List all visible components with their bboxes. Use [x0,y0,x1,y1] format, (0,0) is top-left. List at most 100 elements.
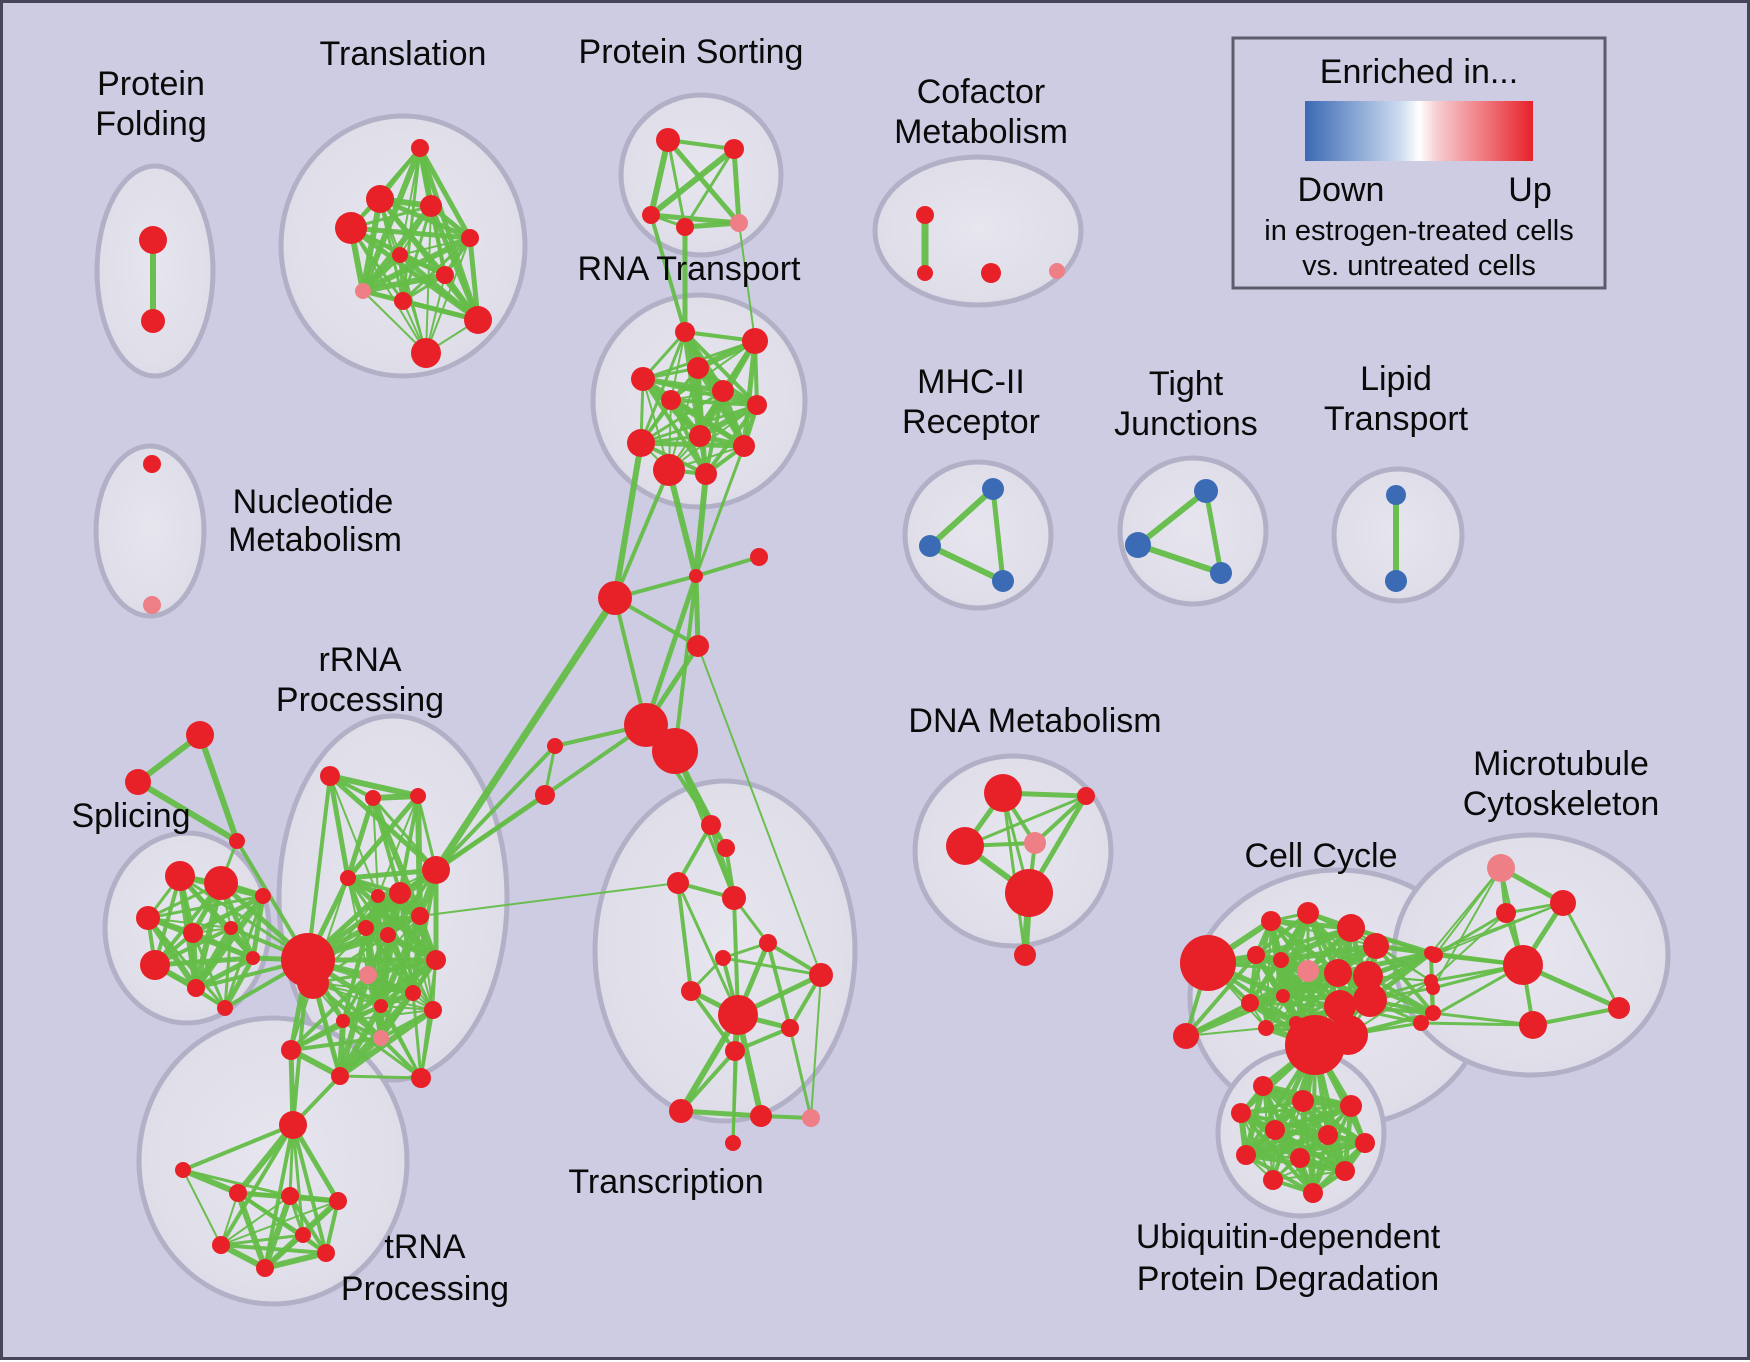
splicing-edge [222,955,256,1011]
transcription-edge [721,956,823,977]
ubiquitin-degradation-node [1292,1090,1314,1112]
trna-processing-node [256,1259,274,1277]
cell-cycle-node [1324,959,1352,987]
tight-junctions-bubble [1117,455,1269,607]
rrna-processing-node [358,920,374,936]
inter-cluster-edge [1430,902,1564,954]
protein-sorting-node [724,139,744,159]
protein-folding-label: Folding [95,105,207,143]
translation-node [420,195,442,217]
trna-processing-node [229,1184,247,1202]
translation-edge [348,225,473,241]
translation-edge [350,227,427,354]
cell-cycle-node [1297,902,1319,924]
rrna-processing-edge [327,773,421,799]
trna-processing-node [317,1244,335,1262]
splicing-node [187,979,205,997]
transcription-edge [676,881,740,1017]
rna-transport-edge [639,403,759,445]
legend-gradient-bar [1305,101,1533,161]
dna-metabolism-node [946,827,984,865]
inter-cluster-edge [1430,912,1507,982]
translation-bubble [278,113,528,379]
mhc-ii-receptor-edge [927,543,1006,584]
ubiquitin-degradation-node [1355,1133,1375,1153]
rrna-processing-node [374,999,388,1013]
ubiquitin-degradation-label: Ubiquitin-dependent [1136,1218,1441,1256]
transcription-node [750,1105,772,1127]
ubiquitin-degradation-node [1335,1161,1355,1181]
microtubule-cytoskeleton-label: Cytoskeleton [1463,785,1660,823]
rna-transport-node [747,395,767,415]
transcription-edge [810,974,822,1119]
inter-cluster-edge [1431,1011,1535,1027]
inter-cluster-edge [1430,867,1502,954]
ubiquitin-degradation-edge [1272,1170,1346,1181]
splicing-node [255,888,271,904]
inter-cluster-edge [643,573,699,728]
cofactor-metabolism-label: Metabolism [894,113,1068,151]
rrna-processing-edge [337,1018,346,1079]
mhc-ii-receptor-label: MHC-II [917,363,1025,401]
trna-processing-edge [290,1122,341,1204]
transcription-edge [676,881,693,993]
splicing-edge [193,955,256,991]
legend-subtitle-line2: vs. untreated cells [1302,250,1536,282]
legend-up-label: Up [1508,171,1551,209]
rna-transport-node [742,328,768,354]
tight-junctions-label: Tight [1149,365,1224,403]
transcription-node [701,815,721,835]
microtubule-cytoskeleton-node [1608,997,1630,1019]
cell-cycle-edge [1254,911,1310,957]
trna-processing-edge [181,1123,295,1172]
dna-metabolism-node [1077,787,1095,805]
legend-title: Enriched in... [1320,53,1518,91]
rrna-processing-edge [327,773,351,881]
cell-cycle-node [1425,1005,1441,1021]
rrna-processing-edge [289,1036,383,1052]
protein-folding-label: Protein [97,65,205,103]
rrna-processing-edge [419,1008,435,1080]
translation-edge [360,272,448,294]
cofactor-metabolism-node [916,206,934,224]
translation-node [366,185,394,213]
dna-metabolism-edge [1033,794,1088,845]
inter-cluster-edge [649,213,687,334]
cell-cycle-node [1258,1020,1274,1036]
protein-sorting-edge [648,137,671,218]
ubiquitin-degradation-node [1231,1103,1251,1123]
trna-processing-edge [263,1123,295,1270]
lipid-transport-node [1386,485,1406,505]
trna-processing-edge [219,1233,305,1247]
connectors-node [687,635,709,657]
rrna-processing-edge [379,1008,435,1040]
cofactor-metabolism-node [981,263,1001,283]
rrna-processing-node [373,1030,389,1046]
rna-transport-node [687,357,709,379]
translation-node [464,306,492,334]
mhc-ii-receptor-bubble [902,459,1054,611]
splicing-edge [147,917,232,929]
rrna-processing-edge [338,1074,423,1080]
transcription-node [759,934,777,952]
cell-cycle-label: Cell Cycle [1244,837,1397,875]
transcription-node [718,995,758,1035]
rna-transport-edge [683,330,759,407]
ubiquitin-degradation-node [1303,1183,1323,1203]
ubiquitin-degradation-edge [1243,1140,1368,1158]
translation-node [392,247,408,263]
tight-junctions-node [1125,532,1151,558]
rrna-processing-node [359,966,377,984]
rna-transport-edge [641,377,708,476]
connectors-node [229,833,245,849]
microtubule-cytoskeleton-edge [1531,1006,1621,1027]
inter-cluster-edge [1350,927,1436,956]
cell-cycle-node [1324,990,1356,1022]
connectors-node [750,548,768,566]
transcription-edge [731,1049,737,1145]
transcription-label: Transcription [568,1163,763,1201]
rrna-processing-node [340,870,356,886]
dna-metabolism-node [1014,944,1036,966]
cell-cycle-node [1276,989,1290,1003]
